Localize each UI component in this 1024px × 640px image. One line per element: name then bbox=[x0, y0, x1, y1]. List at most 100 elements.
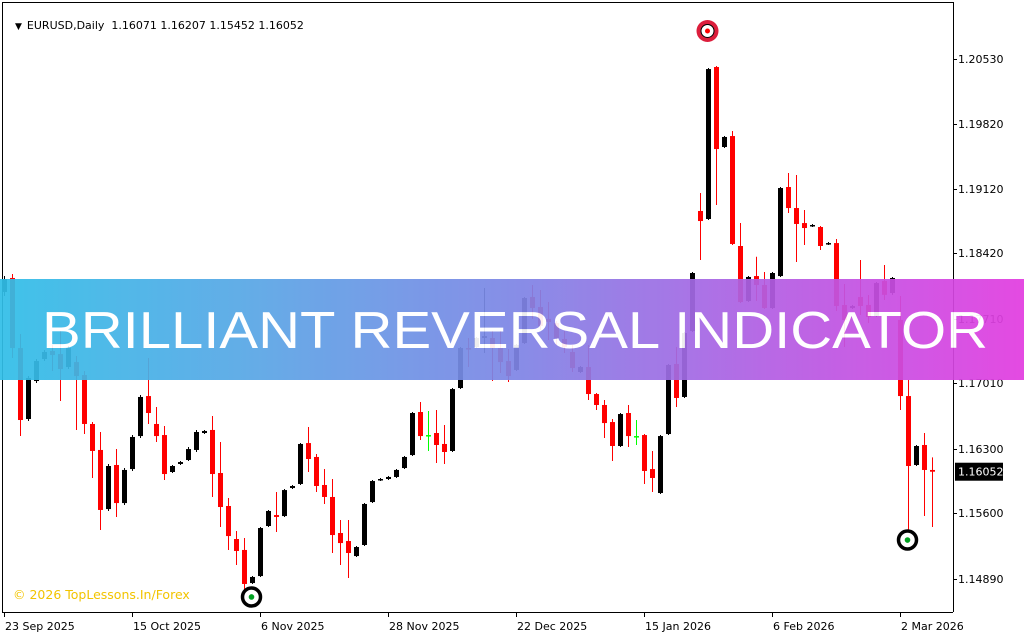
candle bbox=[178, 461, 183, 465]
candle-body bbox=[250, 576, 255, 584]
candle-body bbox=[666, 364, 671, 435]
candle-body bbox=[714, 67, 719, 150]
date-tick-label: 22 Dec 2025 bbox=[517, 620, 587, 633]
candle bbox=[202, 429, 207, 435]
candle-body bbox=[202, 430, 207, 434]
candle bbox=[730, 130, 735, 245]
candle bbox=[914, 444, 919, 467]
price-tick-label: 1.16300 bbox=[958, 443, 1004, 456]
candle bbox=[266, 509, 271, 528]
buy-signal-marker bbox=[240, 586, 263, 608]
candle bbox=[434, 409, 439, 464]
candle-body bbox=[802, 223, 807, 229]
candle-body bbox=[442, 443, 447, 452]
candle bbox=[130, 435, 135, 471]
candle-body bbox=[266, 510, 271, 527]
candle bbox=[314, 454, 319, 492]
candle-body bbox=[730, 136, 735, 244]
ohlc-readout: 1.16071 1.16207 1.15452 1.16052 bbox=[111, 19, 304, 32]
candle bbox=[26, 376, 31, 422]
candle-body bbox=[226, 506, 231, 537]
candle-body bbox=[906, 396, 911, 467]
candle bbox=[450, 388, 455, 452]
candle bbox=[618, 413, 623, 448]
candle-body bbox=[26, 377, 31, 419]
sell-signal-dot-icon bbox=[705, 28, 710, 34]
date-tick-label: 15 Jan 2026 bbox=[645, 620, 711, 633]
candle-body bbox=[450, 389, 455, 451]
symbol-timeframe: EURUSD,Daily bbox=[26, 19, 105, 32]
candle bbox=[306, 427, 311, 472]
candle-body bbox=[274, 515, 279, 517]
price-tick-label: 1.20530 bbox=[958, 53, 1004, 66]
time-axis: 23 Sep 2025 15 Oct 2025 6 Nov 2025 28 Nov 2… bbox=[4, 612, 964, 633]
candle-body bbox=[418, 411, 423, 437]
candle-body bbox=[618, 414, 623, 447]
sell-signal-marker bbox=[696, 19, 719, 42]
candle-body bbox=[826, 243, 831, 245]
candle-body bbox=[698, 210, 703, 222]
candle-body bbox=[778, 188, 783, 277]
candle bbox=[122, 468, 127, 505]
candle bbox=[818, 226, 823, 250]
candle bbox=[234, 530, 239, 565]
candle bbox=[698, 193, 703, 261]
date-tick-label: 6 Nov 2025 bbox=[261, 620, 324, 633]
candle bbox=[642, 434, 647, 484]
candle bbox=[218, 442, 223, 528]
candle-body bbox=[194, 431, 199, 450]
candle bbox=[258, 527, 263, 577]
candle-body bbox=[810, 224, 815, 227]
candle-body bbox=[90, 423, 95, 451]
candle-body bbox=[98, 449, 103, 510]
candle bbox=[170, 464, 175, 474]
candle-body bbox=[146, 396, 151, 414]
candle bbox=[98, 431, 103, 530]
candle-body bbox=[306, 443, 311, 459]
candle bbox=[778, 187, 783, 277]
candle-body bbox=[610, 422, 615, 447]
candle bbox=[922, 433, 927, 517]
candle-body bbox=[706, 69, 711, 219]
candle-body bbox=[634, 436, 639, 438]
candle-body bbox=[378, 479, 383, 481]
candle bbox=[330, 479, 335, 554]
candle-body bbox=[258, 528, 263, 577]
candle-body bbox=[402, 456, 407, 469]
chart-header: ▼ EURUSD,Daily 1.16071 1.16207 1.15452 1.… bbox=[8, 6, 304, 32]
candle bbox=[194, 429, 199, 452]
candle bbox=[226, 497, 231, 550]
candle bbox=[346, 520, 351, 578]
candle bbox=[354, 546, 359, 557]
candle-body bbox=[922, 444, 927, 470]
signals bbox=[240, 19, 919, 608]
candle-body bbox=[314, 456, 319, 487]
candle-body bbox=[338, 533, 343, 544]
candle-body bbox=[586, 367, 591, 395]
candle-body bbox=[362, 503, 367, 545]
candle bbox=[418, 402, 423, 441]
candle bbox=[322, 469, 327, 504]
candle-body bbox=[138, 396, 143, 437]
candle bbox=[282, 489, 287, 517]
candle bbox=[410, 411, 415, 457]
candle-body bbox=[386, 476, 391, 479]
candle-body bbox=[170, 466, 175, 472]
candle bbox=[402, 456, 407, 470]
candle-body bbox=[722, 136, 727, 148]
candle bbox=[106, 463, 111, 511]
candle bbox=[162, 426, 167, 481]
triangle-down-icon[interactable]: ▼ bbox=[15, 22, 22, 32]
candle bbox=[794, 175, 799, 263]
candle bbox=[274, 491, 279, 532]
candle bbox=[906, 379, 911, 541]
candle-body bbox=[642, 435, 647, 471]
price-tick-label: 1.15600 bbox=[958, 507, 1004, 520]
candle bbox=[90, 422, 95, 478]
candle-body bbox=[178, 462, 183, 464]
candle bbox=[658, 435, 663, 495]
candle bbox=[114, 449, 119, 517]
candle-body bbox=[650, 469, 655, 478]
buy-signal-dot-icon bbox=[248, 594, 255, 600]
